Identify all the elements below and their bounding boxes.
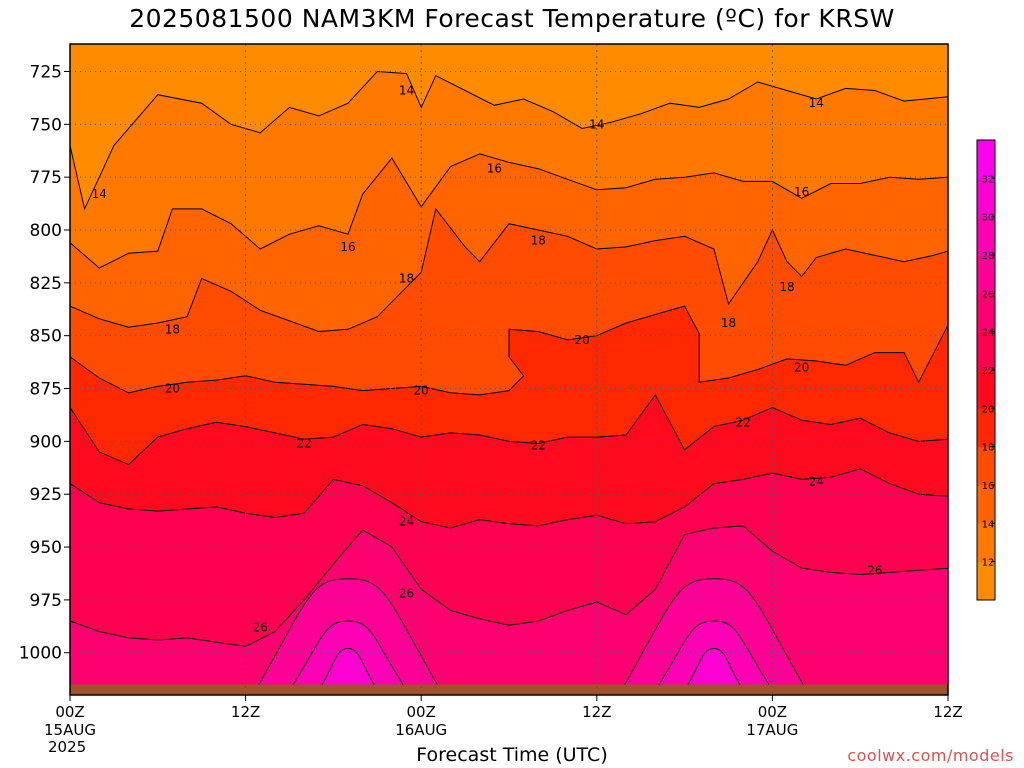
contour-label: 14 [589,117,604,131]
colorbar-label: 20 [982,404,995,415]
contour-line-18 [70,207,948,333]
chart-title: 2025081500 NAM3KM Forecast Temperature (… [129,4,895,33]
contour-label: 18 [399,272,414,286]
colorbar-label: 18 [982,443,995,454]
contour-label: 18 [531,234,546,248]
contour-label: 14 [399,84,414,98]
year-label: 2025 [48,738,87,756]
y-tick-label: 1000 [19,644,62,664]
colorbar-segment [977,178,995,218]
contour-label: 26 [867,563,882,577]
contour-line-22 [70,393,948,466]
ground-fill [70,684,948,695]
y-tick-label: 725 [30,62,62,82]
y-tick-label: 875 [30,380,62,400]
hot-core-0-32 [315,647,381,695]
contour-label: 16 [794,185,809,199]
contour-label: 14 [92,187,107,201]
contour-label: 22 [296,436,311,450]
x-tick-label: 12Z [933,703,962,721]
colorbar-label: 30 [982,213,995,224]
x-axis-label: Forecast Time (UTC) [416,744,608,766]
plot-frame [69,43,949,696]
x-tick-label: 12Z [582,703,611,721]
colorbar-segment [977,446,995,486]
contour-label: 18 [721,316,736,330]
contour-label: 18 [165,322,180,336]
contour-line-26 [70,525,948,647]
colorbar-segment [977,485,995,524]
x-tick-date: 17AUG [746,721,798,739]
x-tick-label: 00Z [407,703,436,721]
y-tick-label: 950 [30,538,62,558]
colorbar-label: 32 [982,174,995,185]
colorbar-segment [977,523,995,563]
y-tick-label: 900 [30,432,62,452]
y-tick-label: 925 [30,485,62,505]
x-tick-date: 16AUG [395,721,447,739]
colorbar-segment [977,408,995,448]
contour-label: 20 [575,333,590,347]
colorbar-segment [977,293,995,333]
y-tick-label: 775 [30,168,62,188]
y-tick-label: 800 [30,221,62,241]
contour-label: 26 [399,587,414,601]
x-tick-label: 12Z [231,703,260,721]
colorbar-label: 16 [982,481,995,492]
colorbar-segment [977,140,995,179]
contour-line-24 [70,468,948,529]
colorbar-label: 24 [982,328,995,339]
contour-label: 16 [340,240,355,254]
contour-label: 22 [531,439,546,453]
colorbar-segment [977,255,995,294]
colorbar-label: 28 [982,251,995,262]
colorbar-segment [977,331,995,371]
contour-label: 18 [779,280,794,294]
y-tick-label: 825 [30,274,62,294]
credit-link[interactable]: coolwx.com/models [847,746,1014,765]
contour-label: 24 [809,475,824,489]
colorbar-label: 14 [982,519,995,530]
colorbar-segment [977,216,995,256]
x-tick-label: 00Z [758,703,787,721]
x-tick-date: 15AUG [44,721,96,739]
y-tick-label: 975 [30,591,62,611]
colorbar-label: 26 [982,289,995,300]
contour-label: 26 [253,620,268,634]
y-tick-label: 750 [30,115,62,135]
contour-label: 20 [794,360,809,374]
contour-label: 20 [165,382,180,396]
y-tick-label: 850 [30,327,62,347]
colorbar-segment [977,561,995,601]
contour-label: 20 [414,384,429,398]
contour-label: 22 [735,415,750,429]
x-tick-label: 00Z [55,703,84,721]
hot-core-1-32 [681,647,747,695]
colorbar-label: 22 [982,366,995,377]
contour-label: 24 [399,515,414,529]
contour-line-16 [70,153,948,269]
colorbar-label: 12 [982,558,995,569]
contour-label: 14 [809,96,824,110]
colorbar-segment [977,370,995,409]
contour-label: 16 [487,162,502,176]
contour-line-20 [70,305,948,396]
plot-fill-group: 14 14 14 14 16 16 16 18 18 18 18 18 20 20 20 20 22 22 22 24… [70,44,948,695]
